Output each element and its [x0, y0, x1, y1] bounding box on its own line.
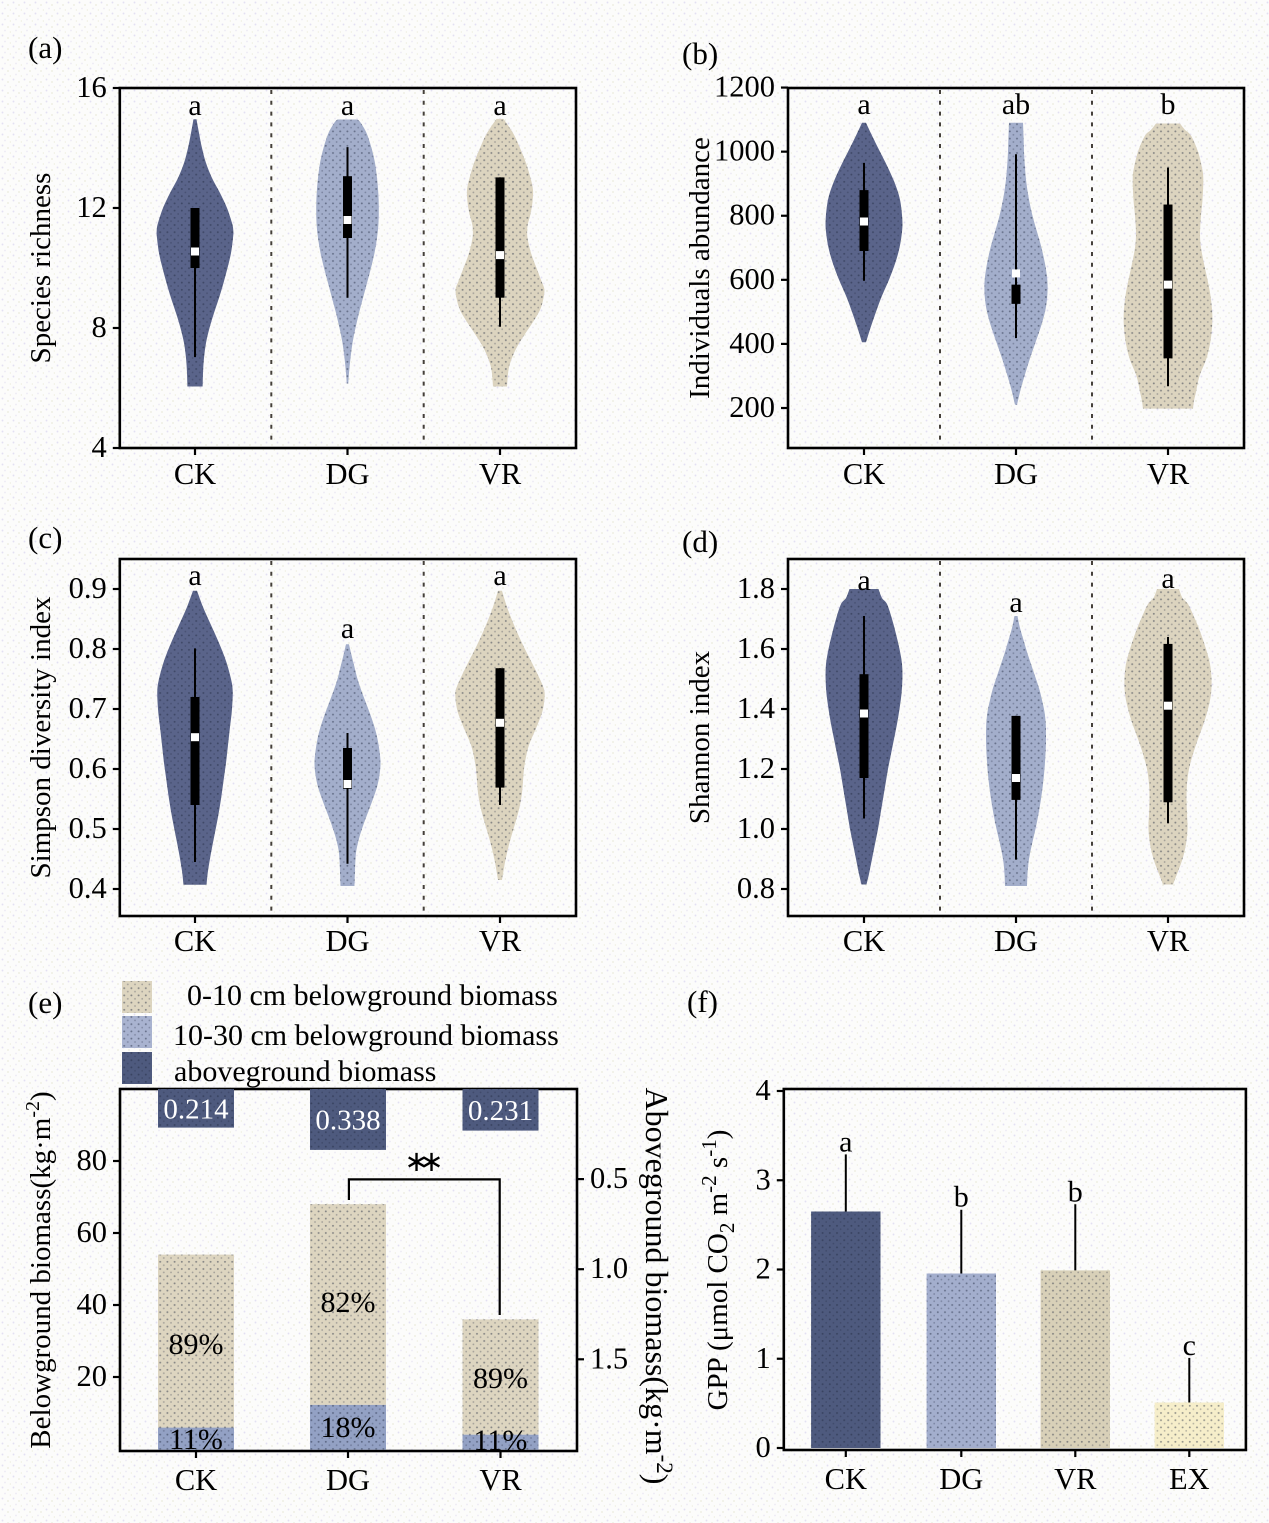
svg-text:1.0: 1.0	[590, 1251, 628, 1285]
svg-text:DG: DG	[994, 457, 1038, 491]
svg-text:b: b	[954, 1181, 969, 1214]
svg-text:CK: CK	[843, 924, 885, 958]
svg-text:40: 40	[77, 1287, 108, 1321]
svg-text:DG: DG	[326, 1463, 370, 1497]
svg-text:4: 4	[92, 430, 107, 464]
svg-text:DG: DG	[939, 1462, 983, 1496]
svg-text:1200: 1200	[714, 70, 775, 104]
svg-text:1.8: 1.8	[737, 571, 775, 605]
svg-text:a: a	[1009, 586, 1022, 619]
svg-text:0.8: 0.8	[69, 631, 107, 665]
svg-text:10-30 cm belowground biomass: 10-30 cm belowground biomass	[173, 1019, 559, 1052]
svg-text:DG: DG	[325, 924, 369, 958]
svg-text:a: a	[493, 559, 506, 592]
svg-text:a: a	[341, 612, 354, 645]
svg-text:Belowground biomass(kg·m-2): Belowground biomass(kg·m-2)	[22, 1091, 57, 1448]
svg-text:a: a	[857, 564, 870, 597]
svg-text:3: 3	[756, 1162, 771, 1196]
svg-text:CK: CK	[174, 457, 216, 491]
svg-text:∗: ∗	[419, 1146, 443, 1178]
svg-text:82%: 82%	[321, 1286, 376, 1319]
svg-text:a: a	[188, 559, 201, 592]
svg-text:a: a	[341, 89, 354, 122]
svg-text:VR: VR	[479, 1463, 522, 1497]
svg-text:18%: 18%	[321, 1411, 376, 1444]
svg-text:a: a	[857, 88, 870, 121]
svg-text:2: 2	[756, 1252, 771, 1286]
svg-text:0.6: 0.6	[69, 751, 107, 785]
svg-text:1: 1	[756, 1341, 771, 1375]
svg-text:16: 16	[76, 70, 107, 104]
svg-text:4: 4	[756, 1073, 771, 1107]
svg-text:8: 8	[92, 310, 107, 344]
svg-text:11%: 11%	[474, 1424, 528, 1457]
svg-text:800: 800	[729, 198, 775, 232]
svg-text:a: a	[1161, 562, 1174, 595]
svg-text:0: 0	[756, 1430, 771, 1464]
svg-text:Aboveground biomass(kg·m-2): Aboveground biomass(kg·m-2)	[639, 1088, 677, 1485]
svg-text:EX: EX	[1169, 1462, 1210, 1496]
svg-text:VR: VR	[1147, 457, 1190, 491]
svg-text:80: 80	[77, 1143, 108, 1177]
svg-text:1000: 1000	[714, 134, 775, 168]
svg-text:11%: 11%	[169, 1423, 223, 1456]
svg-text:CK: CK	[174, 924, 216, 958]
svg-text:60: 60	[77, 1215, 108, 1249]
svg-text:VR: VR	[479, 457, 522, 491]
svg-text:b: b	[1068, 1175, 1083, 1208]
svg-text:200: 200	[729, 390, 775, 424]
svg-text:0.5: 0.5	[69, 811, 107, 845]
svg-text:0.7: 0.7	[69, 691, 107, 725]
svg-text:∗: ∗	[404, 1146, 428, 1178]
svg-text:DG: DG	[325, 457, 369, 491]
svg-text:aboveground biomass: aboveground biomass	[174, 1055, 436, 1088]
svg-text:VR: VR	[1054, 1462, 1097, 1496]
svg-text:12: 12	[76, 190, 107, 224]
svg-text:a: a	[493, 89, 506, 122]
svg-text:1.6: 1.6	[737, 631, 775, 665]
svg-text:CK: CK	[843, 457, 885, 491]
svg-text:a: a	[188, 89, 201, 122]
svg-text:(d): (d)	[682, 524, 718, 559]
svg-text:600: 600	[729, 262, 775, 296]
svg-text:(f): (f)	[687, 984, 718, 1019]
svg-text:GPP (μmol CO2 m-2 s-1): GPP (μmol CO2 m-2 s-1)	[697, 1130, 739, 1411]
svg-text:Individuals abundance: Individuals abundance	[684, 137, 716, 399]
svg-text:0.5: 0.5	[590, 1161, 628, 1195]
svg-text:89%: 89%	[169, 1328, 224, 1361]
svg-text:400: 400	[729, 326, 775, 360]
svg-text:0.338: 0.338	[315, 1104, 380, 1136]
svg-text:CK: CK	[825, 1462, 867, 1496]
svg-text:1.4: 1.4	[737, 691, 775, 725]
svg-text:0.9: 0.9	[69, 571, 107, 605]
svg-text:1.5: 1.5	[590, 1341, 628, 1375]
svg-text:1.0: 1.0	[737, 811, 775, 845]
svg-text:VR: VR	[479, 924, 522, 958]
svg-text:DG: DG	[994, 924, 1038, 958]
svg-text:0.231: 0.231	[468, 1095, 533, 1127]
svg-text:(a): (a)	[28, 30, 62, 65]
svg-text:20: 20	[77, 1359, 108, 1393]
svg-text:VR: VR	[1147, 924, 1190, 958]
svg-text:Species richness: Species richness	[25, 173, 57, 364]
svg-text:1.2: 1.2	[737, 751, 775, 785]
svg-text:0.214: 0.214	[163, 1093, 229, 1125]
svg-text:b: b	[1161, 88, 1176, 121]
svg-text:0.8: 0.8	[737, 871, 775, 905]
svg-text:(b): (b)	[682, 36, 718, 71]
svg-text:Simpson diversity index: Simpson diversity index	[25, 596, 57, 878]
svg-text:(e): (e)	[28, 985, 62, 1020]
svg-text:ab: ab	[1002, 88, 1030, 121]
svg-text:89%: 89%	[473, 1362, 528, 1395]
svg-text:(c): (c)	[28, 520, 62, 555]
svg-text:0-10 cm belowground biomass: 0-10 cm belowground biomass	[187, 979, 558, 1012]
svg-text:Shannon index: Shannon index	[684, 650, 716, 824]
svg-text:CK: CK	[175, 1463, 217, 1497]
svg-text:a: a	[839, 1125, 852, 1158]
svg-text:0.4: 0.4	[69, 871, 107, 905]
svg-text:c: c	[1183, 1329, 1196, 1362]
